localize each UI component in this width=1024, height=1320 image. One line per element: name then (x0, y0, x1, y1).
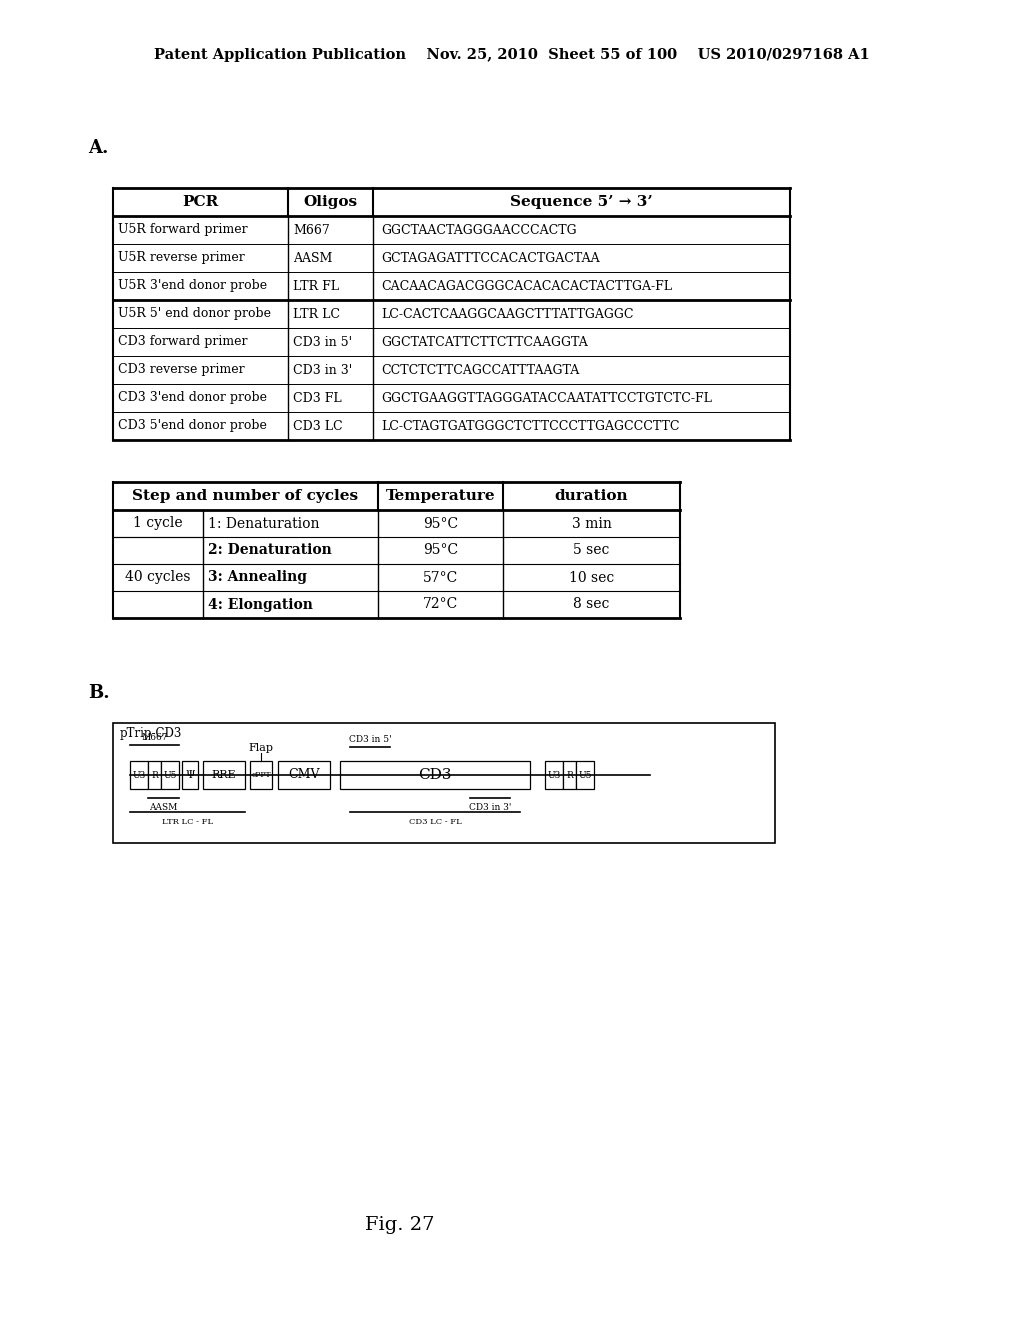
Text: 40 cycles: 40 cycles (125, 570, 190, 585)
Text: Ψ: Ψ (185, 770, 195, 780)
Text: Temperature: Temperature (386, 488, 496, 503)
Text: 3: Annealing: 3: Annealing (208, 570, 307, 585)
Text: U3: U3 (132, 771, 145, 780)
Text: CD3 in 3': CD3 in 3' (469, 804, 511, 813)
Text: 5 sec: 5 sec (573, 544, 609, 557)
Text: U3: U3 (548, 771, 560, 780)
Bar (113, 723, 775, 843)
Text: U5: U5 (163, 771, 177, 780)
Text: CD3 LC - FL: CD3 LC - FL (409, 818, 462, 826)
Text: LC-CACTCAAGGCAAGCTTTATTGAGGC: LC-CACTCAAGGCAAGCTTTATTGAGGC (381, 308, 634, 321)
Text: 8 sec: 8 sec (573, 598, 609, 611)
Text: Oligos: Oligos (303, 195, 357, 209)
Text: LC-CTAGTGATGGGCTCTTCCCTTGAGCCCTTC: LC-CTAGTGATGGGCTCTTCCCTTGAGCCCTTC (381, 420, 680, 433)
Text: PCR: PCR (182, 195, 219, 209)
Text: 95°C: 95°C (423, 544, 458, 557)
Text: M667: M667 (293, 223, 330, 236)
Text: U5: U5 (579, 771, 592, 780)
Text: duration: duration (555, 488, 629, 503)
Bar (130, 762, 148, 789)
Text: GGCTATCATTCTTCTTCAAGGTA: GGCTATCATTCTTCTTCAAGGTA (381, 335, 588, 348)
Text: 10 sec: 10 sec (569, 570, 614, 585)
Text: RRE: RRE (212, 770, 237, 780)
Text: CD3 in 5': CD3 in 5' (293, 335, 352, 348)
Text: AASM: AASM (150, 804, 178, 813)
Text: 1 cycle: 1 cycle (133, 516, 183, 531)
Text: 57°C: 57°C (423, 570, 458, 585)
Text: cPPT: cPPT (251, 771, 270, 779)
Text: R: R (566, 771, 572, 780)
Text: GGCTGAAGGTTAGGGATACCAATATTCCTGTCTC-FL: GGCTGAAGGTTAGGGATACCAATATTCCTGTCTC-FL (381, 392, 712, 404)
Text: 1: Denaturation: 1: Denaturation (208, 516, 319, 531)
Text: GCTAGAGATTTCCACACTGACTAA: GCTAGAGATTTCCACACTGACTAA (381, 252, 600, 264)
Text: Fig. 27: Fig. 27 (366, 1216, 435, 1234)
Text: CD3 reverse primer: CD3 reverse primer (118, 363, 245, 376)
Text: CD3 5'end donor probe: CD3 5'end donor probe (118, 420, 267, 433)
Text: CMV: CMV (288, 768, 319, 781)
Text: LTR LC - FL: LTR LC - FL (162, 818, 213, 826)
Text: Step and number of cycles: Step and number of cycles (132, 488, 358, 503)
Text: LTR FL: LTR FL (293, 280, 339, 293)
Text: Sequence 5’ → 3’: Sequence 5’ → 3’ (510, 195, 653, 209)
Bar (161, 762, 179, 789)
Text: 72°C: 72°C (423, 598, 458, 611)
Text: AASM: AASM (293, 252, 333, 264)
Text: 2: Denaturation: 2: Denaturation (208, 544, 332, 557)
Text: U5R 3'end donor probe: U5R 3'end donor probe (118, 280, 267, 293)
Text: CD3 3'end donor probe: CD3 3'end donor probe (118, 392, 267, 404)
Text: M667: M667 (141, 734, 168, 742)
Text: 95°C: 95°C (423, 516, 458, 531)
Text: CD3 in 5': CD3 in 5' (349, 735, 391, 744)
Text: Flap: Flap (249, 743, 273, 752)
Text: U5R 5' end donor probe: U5R 5' end donor probe (118, 308, 271, 321)
Bar (340, 762, 530, 789)
Bar (182, 762, 198, 789)
Bar (203, 762, 245, 789)
Text: CD3: CD3 (418, 768, 452, 781)
Text: CD3 forward primer: CD3 forward primer (118, 335, 248, 348)
Bar (250, 762, 272, 789)
Text: CD3 LC: CD3 LC (293, 420, 343, 433)
Text: B.: B. (88, 684, 110, 702)
Text: A.: A. (88, 139, 109, 157)
Text: CACAACAGACGGGCACACACACTACTTGA-FL: CACAACAGACGGGCACACACACTACTTGA-FL (381, 280, 672, 293)
Text: U5R forward primer: U5R forward primer (118, 223, 248, 236)
Text: CD3 in 3': CD3 in 3' (293, 363, 352, 376)
Text: 4: Elongation: 4: Elongation (208, 598, 313, 611)
Text: U5R reverse primer: U5R reverse primer (118, 252, 245, 264)
Text: 3 min: 3 min (571, 516, 611, 531)
Bar (563, 762, 575, 789)
Bar (278, 762, 330, 789)
Text: GGCTAACTAGGGAACCCACTG: GGCTAACTAGGGAACCCACTG (381, 223, 577, 236)
Text: CD3 FL: CD3 FL (293, 392, 342, 404)
Text: LTR LC: LTR LC (293, 308, 340, 321)
Text: CCTCTCTTCAGCCATTTAAGTA: CCTCTCTTCAGCCATTTAAGTA (381, 363, 580, 376)
Text: R: R (152, 771, 158, 780)
Bar (148, 762, 161, 789)
Text: pTrip-CD3: pTrip-CD3 (120, 727, 182, 741)
Bar (575, 762, 594, 789)
Text: Patent Application Publication    Nov. 25, 2010  Sheet 55 of 100    US 2010/0297: Patent Application Publication Nov. 25, … (155, 48, 869, 62)
Bar (545, 762, 563, 789)
